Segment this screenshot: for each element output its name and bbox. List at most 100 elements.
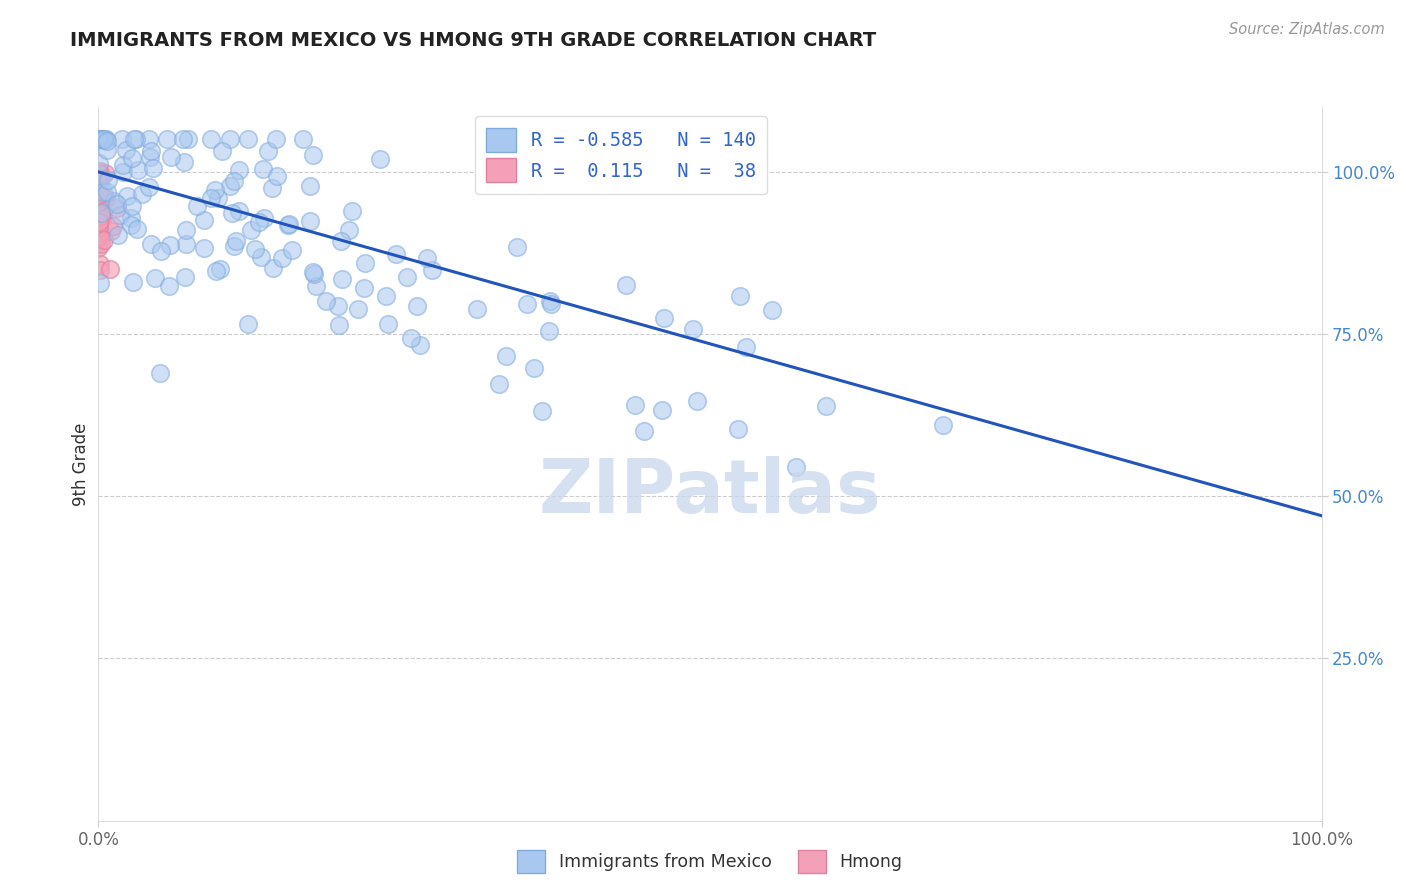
Point	[727, 422, 749, 436]
Point	[107, 228, 129, 243]
Point	[172, 132, 194, 146]
Point	[247, 215, 270, 229]
Point	[120, 219, 142, 233]
Point	[932, 418, 955, 433]
Point	[87, 235, 110, 250]
Point	[238, 317, 260, 331]
Point	[121, 199, 143, 213]
Point	[298, 178, 321, 193]
Point	[89, 224, 111, 238]
Point	[87, 211, 110, 225]
Point	[624, 398, 647, 412]
Point	[87, 194, 110, 209]
Point	[530, 404, 553, 418]
Point	[87, 241, 110, 255]
Legend: Immigrants from Mexico, Hmong: Immigrants from Mexico, Hmong	[510, 844, 910, 880]
Point	[257, 144, 280, 158]
Point	[249, 250, 271, 264]
Point	[330, 271, 353, 285]
Point	[96, 134, 118, 148]
Point	[228, 163, 250, 178]
Point	[262, 181, 284, 195]
Text: IMMIGRANTS FROM MEXICO VS HMONG 9TH GRADE CORRELATION CHART: IMMIGRANTS FROM MEXICO VS HMONG 9TH GRAD…	[70, 31, 876, 50]
Point	[396, 270, 419, 285]
Point	[211, 144, 233, 158]
Point	[125, 132, 148, 146]
Point	[353, 281, 375, 295]
Point	[221, 206, 243, 220]
Point	[89, 215, 111, 229]
Point	[735, 340, 758, 354]
Point	[90, 236, 112, 251]
Point	[193, 213, 215, 227]
Point	[87, 219, 110, 234]
Point	[193, 240, 215, 254]
Point	[97, 172, 120, 186]
Point	[87, 186, 110, 201]
Point	[89, 155, 111, 169]
Point	[239, 223, 262, 237]
Point	[131, 186, 153, 201]
Point	[87, 132, 110, 146]
Point	[90, 172, 112, 186]
Point	[368, 152, 391, 166]
Point	[100, 224, 122, 238]
Point	[87, 188, 110, 202]
Point	[149, 366, 172, 380]
Point	[98, 262, 121, 277]
Point	[377, 317, 399, 331]
Point	[292, 132, 315, 146]
Point	[138, 132, 160, 146]
Point	[93, 193, 115, 207]
Point	[87, 220, 110, 235]
Point	[89, 258, 111, 272]
Point	[103, 194, 125, 208]
Point	[142, 161, 165, 175]
Point	[222, 174, 245, 188]
Point	[330, 235, 353, 249]
Point	[139, 145, 162, 159]
Point	[87, 225, 110, 239]
Point	[94, 192, 117, 206]
Point	[174, 236, 197, 251]
Point	[138, 179, 160, 194]
Point	[89, 263, 111, 277]
Point	[375, 289, 398, 303]
Point	[108, 208, 131, 222]
Point	[94, 132, 117, 146]
Point	[495, 349, 517, 363]
Point	[157, 279, 180, 293]
Point	[174, 223, 197, 237]
Point	[87, 174, 110, 188]
Point	[91, 185, 114, 199]
Y-axis label: 9th Grade: 9th Grade	[72, 422, 90, 506]
Point	[173, 270, 195, 285]
Point	[761, 303, 783, 318]
Point	[540, 297, 562, 311]
Point	[252, 211, 274, 225]
Point	[207, 191, 229, 205]
Point	[488, 376, 510, 391]
Point	[209, 262, 232, 277]
Point	[266, 169, 288, 184]
Point	[302, 267, 325, 281]
Point	[91, 190, 114, 204]
Point	[87, 228, 110, 243]
Point	[87, 227, 110, 242]
Point	[728, 289, 751, 303]
Point	[103, 219, 125, 234]
Point	[90, 209, 112, 223]
Point	[200, 132, 222, 146]
Point	[614, 278, 637, 293]
Point	[686, 393, 709, 408]
Point	[96, 143, 118, 157]
Point	[105, 197, 128, 211]
Point	[90, 212, 112, 227]
Point	[89, 164, 111, 178]
Point	[271, 251, 294, 265]
Point	[120, 211, 142, 226]
Point	[204, 183, 226, 197]
Point	[156, 132, 179, 146]
Point	[87, 221, 110, 235]
Point	[159, 238, 181, 252]
